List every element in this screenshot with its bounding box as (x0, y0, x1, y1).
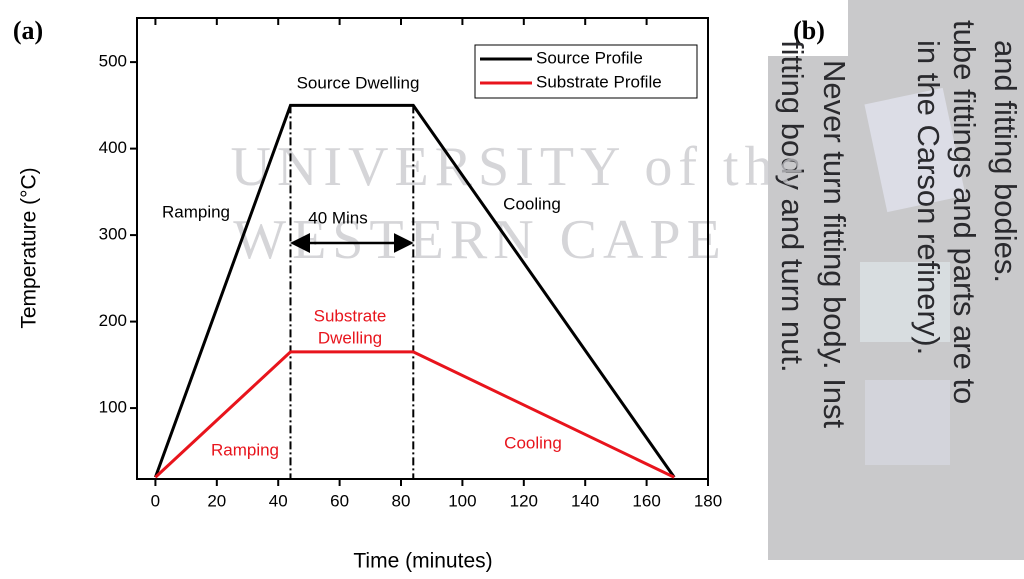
x-tick-label: 60 (330, 491, 349, 510)
legend-box (474, 44, 698, 99)
annotation: Dwelling (318, 328, 382, 347)
y-tick-label: 200 (99, 311, 127, 330)
x-axis-label: Time (minutes) (353, 550, 492, 573)
annotation: Cooling (503, 194, 561, 213)
y-tick-label: 400 (99, 138, 127, 157)
legend-label: Substrate Profile (536, 72, 662, 91)
sticker (860, 262, 950, 342)
photo-text: Never turn fitting body. Inst (817, 60, 852, 429)
annotation: Substrate (314, 306, 387, 325)
photo-text: fitting body and turn nut. (775, 40, 810, 373)
plot: 0 20 40 60 80 100 120 140 160 180 100 200 300 400 500 T… (13, 16, 722, 573)
photo: (b) and fitting bodies.tube fittings and… (768, 0, 1024, 560)
panel-label: (b) (793, 16, 825, 45)
y-tick-label: 500 (99, 52, 127, 71)
photo-text: and fitting bodies. (988, 40, 1023, 283)
panel-label: (a) (13, 16, 43, 45)
series-line (154, 350, 675, 479)
label-box (768, 0, 848, 56)
x-tick-label: 0 (151, 491, 160, 510)
x-tick-label: 160 (632, 491, 660, 510)
y-tick-label: 300 (99, 225, 127, 244)
photo-text: in the Carson refinery). (911, 40, 946, 355)
x-tick-label: 140 (571, 491, 599, 510)
legend-label: Source Profile (536, 48, 643, 67)
x-tick-label: 40 (269, 491, 288, 510)
y-axis-label: Temperature (°C) (18, 167, 41, 328)
annotation: Ramping (162, 202, 230, 221)
sticker (865, 380, 950, 465)
sticker (864, 87, 966, 213)
annotation: 40 Mins (308, 208, 368, 227)
series-line (154, 103, 676, 479)
x-tick-label: 180 (694, 491, 722, 510)
y-tick-label: 100 (99, 398, 127, 417)
watermark-text: UNIVERSITY of the (231, 136, 810, 198)
annotation: Source Dwelling (297, 73, 420, 92)
annotation: Cooling (504, 433, 562, 452)
x-tick-label: 20 (207, 491, 226, 510)
x-tick-label: 80 (392, 491, 411, 510)
plot-frame (136, 17, 709, 480)
photo-text: tube fittings and parts are to (947, 20, 982, 404)
x-tick-label: 120 (510, 491, 538, 510)
annotation: Ramping (211, 440, 279, 459)
x-tick-label: 100 (448, 491, 476, 510)
